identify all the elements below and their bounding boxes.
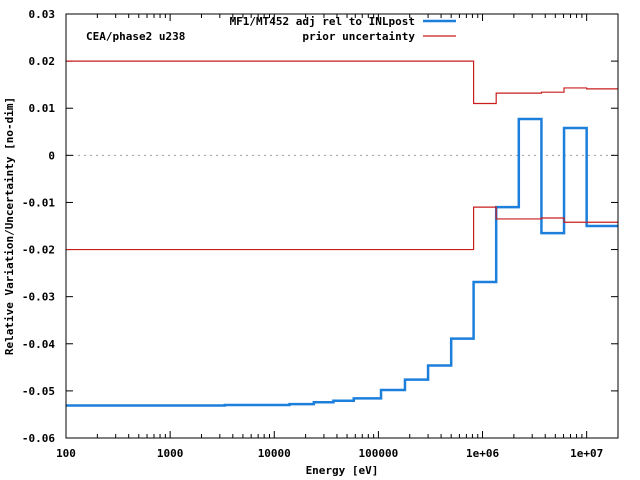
y-tick-label: -0.02 bbox=[22, 244, 55, 257]
series-line-0 bbox=[66, 117, 618, 407]
legend-label: prior uncertainty bbox=[302, 30, 415, 43]
y-tick-label: 0.01 bbox=[29, 102, 56, 115]
x-axis-label: Energy [eV] bbox=[306, 464, 379, 477]
y-tick-label: -0.01 bbox=[22, 196, 55, 209]
x-tick-label: 100000 bbox=[359, 447, 399, 460]
axes-layer: 0.03 0.02 0.01 0 -0.01 -0.02 -0.03 -0.04 -0.05 -0… bbox=[22, 8, 618, 460]
series-line-1 bbox=[66, 60, 618, 105]
x-tick-label: 1e+06 bbox=[466, 447, 499, 460]
x-tick-label: 10000 bbox=[258, 447, 291, 460]
series-line-2 bbox=[66, 206, 618, 251]
y-tick-label: 0.02 bbox=[29, 55, 56, 68]
x-tick-label: 1000 bbox=[157, 447, 184, 460]
y-tick-label: -0.05 bbox=[22, 385, 55, 398]
x-tick-label: 1e+07 bbox=[570, 447, 603, 460]
legend-label: MF1/MT452 adj rel to INLpost bbox=[230, 15, 415, 28]
y-axis-label: Relative Variation/Uncertainty [no-dim] bbox=[3, 97, 16, 355]
x-tick-label: 100 bbox=[56, 447, 76, 460]
y-tick-label: 0.03 bbox=[29, 8, 56, 21]
y-tick-label: -0.04 bbox=[22, 338, 55, 351]
annotation-text: CEA/phase2 u238 bbox=[86, 30, 185, 43]
y-tick-label: 0 bbox=[48, 149, 55, 162]
legend: MF1/MT452 adj rel to INLpost prior uncert… bbox=[230, 15, 456, 43]
plot-frame bbox=[65, 13, 619, 439]
series-layer bbox=[66, 60, 618, 407]
y-tick-label: -0.06 bbox=[22, 432, 55, 445]
y-tick-label: -0.03 bbox=[22, 291, 55, 304]
